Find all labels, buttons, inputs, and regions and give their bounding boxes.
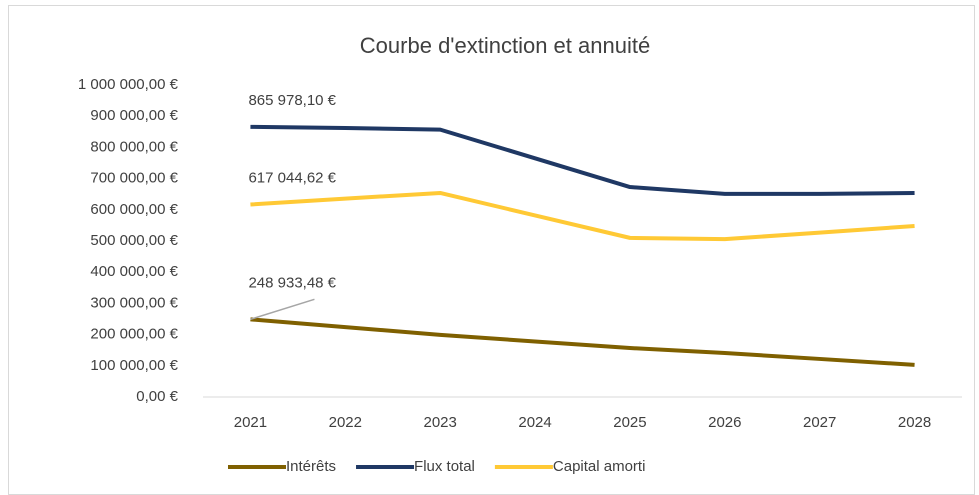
leader-line bbox=[250, 298, 315, 321]
series-line bbox=[250, 124, 915, 196]
y-tick-label: 200 000,00 € bbox=[90, 326, 178, 343]
y-tick-label: 300 000,00 € bbox=[90, 294, 178, 311]
series-line bbox=[250, 190, 915, 242]
legend-label: Flux total bbox=[414, 458, 475, 475]
x-tick-label: 2028 bbox=[898, 414, 931, 431]
x-tick-label: 2022 bbox=[329, 414, 362, 431]
data-label: 617 044,62 € bbox=[248, 169, 336, 186]
legend-label: Capital amorti bbox=[553, 458, 646, 475]
y-tick-label: 900 000,00 € bbox=[90, 107, 178, 124]
y-tick-label: 400 000,00 € bbox=[90, 263, 178, 280]
legend-label: Intérêts bbox=[286, 458, 336, 475]
x-tick-label: 2027 bbox=[803, 414, 836, 431]
y-tick-label: 100 000,00 € bbox=[90, 357, 178, 374]
y-tick-label: 0,00 € bbox=[136, 388, 178, 405]
x-tick-label: 2026 bbox=[708, 414, 741, 431]
x-tick-label: 2023 bbox=[424, 414, 457, 431]
y-tick-label: 800 000,00 € bbox=[90, 138, 178, 155]
x-tick-label: 2021 bbox=[234, 414, 267, 431]
y-tick-label: 600 000,00 € bbox=[90, 201, 178, 218]
chart-border bbox=[8, 5, 975, 495]
series-line bbox=[250, 317, 915, 367]
y-tick-label: 1 000 000,00 € bbox=[78, 76, 179, 93]
y-tick-label: 700 000,00 € bbox=[90, 170, 178, 187]
data-label: 865 978,10 € bbox=[248, 92, 336, 109]
y-tick-label: 500 000,00 € bbox=[90, 232, 178, 249]
x-tick-label: 2024 bbox=[518, 414, 551, 431]
data-label: 248 933,48 € bbox=[248, 274, 336, 291]
x-tick-label: 2025 bbox=[613, 414, 646, 431]
chart-title: Courbe d'extinction et annuité bbox=[360, 33, 650, 58]
